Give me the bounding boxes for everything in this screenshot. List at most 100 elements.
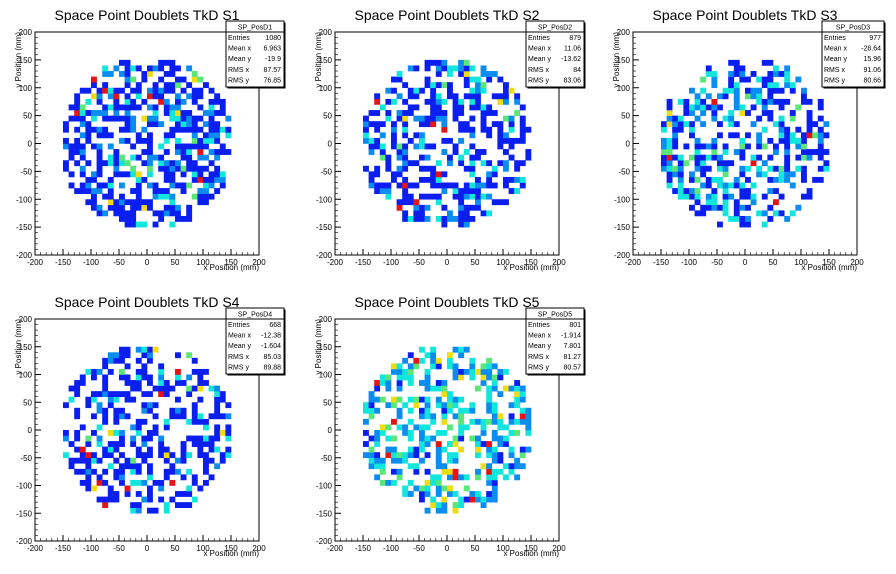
heatmap-cell <box>191 413 198 420</box>
heatmap-cell <box>750 199 757 206</box>
heatmap-cell <box>806 154 813 161</box>
heatmap-cell <box>91 374 97 381</box>
heatmap-cell <box>801 176 807 183</box>
heatmap-cell <box>728 160 735 167</box>
heatmap-cell <box>175 82 181 89</box>
heatmap-cell <box>203 121 209 128</box>
heatmap-cell <box>391 363 397 370</box>
heatmap-cell <box>96 479 103 486</box>
heatmap-cell <box>435 193 442 200</box>
heatmap-cell <box>480 496 487 503</box>
heatmap-cell <box>463 165 470 172</box>
heatmap-cell <box>694 104 701 111</box>
heatmap-cell <box>147 374 153 381</box>
heatmap-cell <box>700 165 707 172</box>
heatmap-cell <box>435 182 442 189</box>
heatmap-cell <box>91 468 97 475</box>
heatmap-cell <box>119 137 125 144</box>
heatmap-cell <box>385 160 392 167</box>
panel-title: Space Point Doublets TkD S1 <box>55 7 240 23</box>
heatmap-cell <box>806 110 813 116</box>
heatmap-cell <box>135 137 142 144</box>
heatmap-cell <box>419 491 425 497</box>
heatmap-cell <box>683 188 690 194</box>
heatmap-cell <box>225 132 232 139</box>
heatmap-cell <box>413 215 420 222</box>
x-tick-label: 200 <box>552 258 566 267</box>
heatmap-cell <box>107 402 114 409</box>
heatmap-cell <box>435 357 442 364</box>
heatmap-cell <box>180 98 187 105</box>
heatmap-cell <box>733 98 740 105</box>
heatmap-cell <box>130 87 137 94</box>
heatmap-cell <box>63 143 69 150</box>
heatmap-cell <box>458 59 465 66</box>
heatmap-cell <box>817 154 824 161</box>
heatmap-cell <box>728 82 735 89</box>
heatmap-cell <box>419 193 425 200</box>
heatmap-cell <box>784 137 791 144</box>
heatmap-cell <box>363 418 369 425</box>
x-tick-label: 150 <box>224 258 238 267</box>
heatmap-cell <box>497 457 504 464</box>
heatmap-cell <box>486 171 493 178</box>
heatmap-cell <box>147 160 153 167</box>
heatmap-cell <box>158 165 165 172</box>
heatmap-cell <box>130 502 137 508</box>
heatmap-cell <box>113 396 120 403</box>
heatmap-cell <box>689 126 695 133</box>
heatmap-cell <box>761 193 768 200</box>
panel-s5: Space Point Doublets TkD S5 -200 -150 -100… <box>314 294 586 558</box>
heatmap-cell <box>113 154 120 161</box>
heatmap-cell <box>203 468 209 475</box>
heatmap-cell <box>379 380 386 386</box>
heatmap-cell <box>452 374 459 381</box>
heatmap-cell <box>407 479 414 486</box>
heatmap-cell <box>778 210 785 217</box>
heatmap-cell <box>208 98 215 105</box>
heatmap-cell <box>452 435 459 442</box>
heatmap-cell <box>475 149 481 155</box>
heatmap-cell <box>447 352 453 359</box>
heatmap-cell <box>672 137 679 144</box>
heatmap-cell <box>491 430 498 436</box>
heatmap-cell <box>733 149 740 155</box>
heatmap-cell <box>96 496 103 503</box>
heatmap-cell <box>191 160 198 167</box>
heatmap-cell <box>480 160 487 167</box>
heatmap-cell <box>130 463 137 470</box>
heatmap-cell <box>402 165 409 172</box>
heatmap-cell <box>806 149 813 155</box>
heatmap-cell <box>666 171 673 178</box>
heatmap-cell <box>163 165 170 172</box>
heatmap-cell <box>452 468 459 475</box>
heatmap-cell <box>424 82 431 89</box>
heatmap-cell <box>186 82 193 89</box>
heatmap-cell <box>191 87 198 94</box>
heatmap-cell <box>219 110 226 116</box>
heatmap-cell <box>374 126 381 133</box>
heatmap-cell <box>801 137 807 144</box>
heatmap-cell <box>689 171 695 178</box>
heatmap-cell <box>430 143 437 150</box>
heatmap-cell <box>186 65 193 72</box>
heatmap-cell <box>107 199 114 206</box>
heatmap-cell <box>169 171 176 178</box>
heatmap-cell <box>789 182 796 189</box>
heatmap-cell <box>79 374 86 381</box>
heatmap-cell <box>778 115 785 122</box>
heatmap-cell <box>486 496 493 503</box>
heatmap-cell <box>175 104 181 111</box>
heatmap-cell <box>733 71 740 77</box>
heatmap-cell <box>773 98 779 105</box>
heatmap-cell <box>113 474 120 481</box>
heatmap-cell <box>107 204 114 211</box>
heatmap-cell <box>463 474 470 481</box>
heatmap-cell <box>424 424 431 431</box>
heatmap-cell <box>486 176 493 183</box>
heatmap-cell <box>379 132 386 139</box>
heatmap-cell <box>447 215 453 222</box>
heatmap-cell <box>497 137 504 144</box>
heatmap-cell <box>152 182 159 189</box>
heatmap-cell <box>402 143 409 150</box>
